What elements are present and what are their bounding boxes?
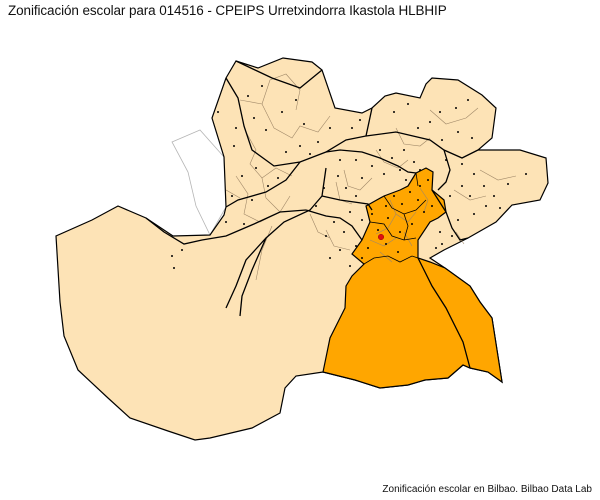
city-area (55, 57, 549, 441)
map-title: Zonificación escolar para 014516 - CPEIP… (8, 3, 447, 18)
selected-school-zone (322, 167, 503, 389)
selected-zone-borders (363, 172, 427, 265)
school-points (171, 85, 527, 269)
outside-area-outline (171, 129, 227, 236)
selected-school-marker (378, 233, 385, 240)
map-caption: Zonificación escolar en Bilbao. Bilbao D… (382, 484, 592, 495)
